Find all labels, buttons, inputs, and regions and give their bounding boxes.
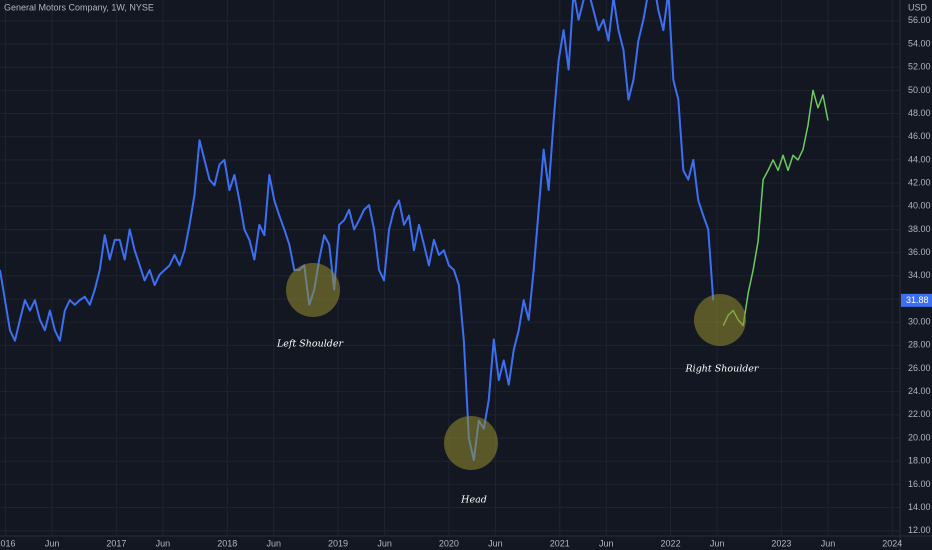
x-tick-label: Jun — [599, 538, 614, 548]
x-tick-label: Jun — [267, 538, 282, 548]
y-tick-label: 20.00 — [908, 432, 931, 442]
y-tick-label: 54.00 — [908, 38, 931, 48]
x-tick-label: 2020 — [439, 538, 459, 548]
y-tick-label: 40.00 — [908, 201, 931, 211]
x-tick-label: 2023 — [771, 538, 791, 548]
x-tick-label: Jun — [156, 538, 171, 548]
x-tick-label: 2016 — [0, 538, 16, 548]
x-tick-label: Jun — [710, 538, 725, 548]
x-tick-label: 2024 — [882, 538, 902, 548]
y-unit: USD — [908, 2, 928, 12]
right-shoulder-circle — [694, 294, 746, 346]
y-tick-label: 44.00 — [908, 154, 931, 164]
y-tick-label: 36.00 — [908, 247, 931, 257]
annotation: Right Shoulder — [685, 364, 760, 375]
y-tick-label: 30.00 — [908, 317, 931, 327]
chart-title: General Motors Company, 1W, NYSE — [4, 2, 154, 12]
head-circle — [444, 416, 498, 470]
last-price-label: 31.88 — [906, 295, 929, 305]
y-tick-label: 52.00 — [908, 62, 931, 72]
x-tick-label: 2017 — [106, 538, 126, 548]
y-tick-label: 50.00 — [908, 85, 931, 95]
last-price-box — [901, 293, 932, 307]
y-tick-label: 46.00 — [908, 131, 931, 141]
annotation: Left Shoulder — [276, 339, 344, 350]
y-tick-label: 18.00 — [908, 456, 931, 466]
y-tick-label: 56.00 — [908, 15, 931, 25]
y-tick-label: 14.00 — [908, 502, 931, 512]
axes: 12.00 14.00 16.00 18.00 20.00 22.00 24.00 26.00… — [0, 15, 932, 548]
x-tick-label: 2022 — [661, 538, 681, 548]
x-tick-label: Jun — [45, 538, 60, 548]
y-tick-label: 34.00 — [908, 270, 931, 280]
pattern-markers: Left Shoulder Head Right Shoulder — [276, 263, 760, 506]
x-tick-label: Jun — [377, 538, 392, 548]
y-tick-label: 16.00 — [908, 479, 931, 489]
y-tick-label: 28.00 — [908, 340, 931, 350]
y-tick-label: 38.00 — [908, 224, 931, 234]
y-tick-label: 48.00 — [908, 108, 931, 118]
annotation: Head — [460, 495, 487, 506]
x-tick-label: Jun — [821, 538, 836, 548]
y-tick-label: 26.00 — [908, 363, 931, 373]
grid — [0, 0, 900, 536]
price-line — [0, 0, 715, 462]
y-tick-label: 22.00 — [908, 409, 931, 419]
x-tick-label: Jun — [488, 538, 503, 548]
x-tick-label: 2019 — [328, 538, 348, 548]
y-tick-label: 12.00 — [908, 525, 931, 535]
left-shoulder-circle — [286, 263, 340, 317]
y-tick-label: 42.00 — [908, 177, 931, 187]
x-tick-label: 2018 — [217, 538, 237, 548]
y-tick-label: 24.00 — [908, 386, 931, 396]
x-tick-label: 2021 — [550, 538, 570, 548]
